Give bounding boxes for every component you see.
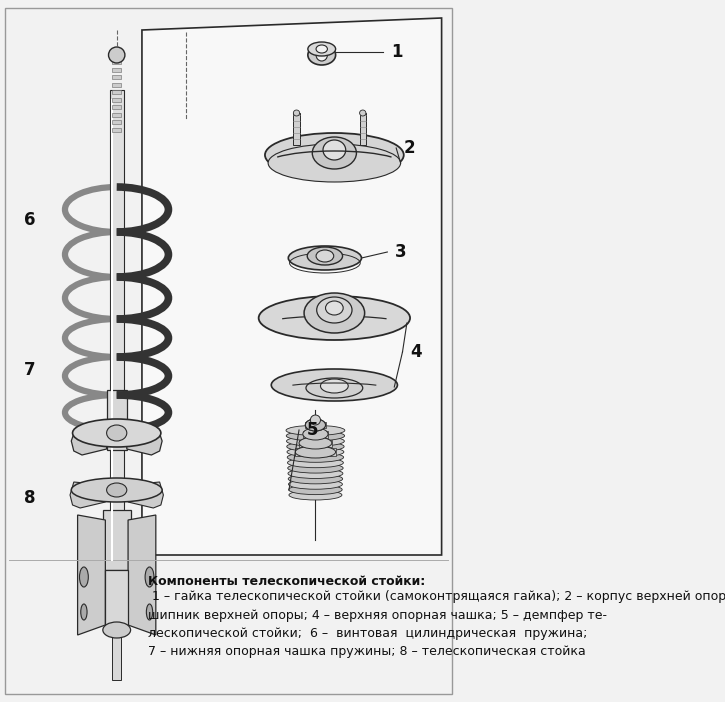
Ellipse shape <box>312 137 357 169</box>
Bar <box>295 448 336 456</box>
Bar <box>105 570 128 625</box>
Ellipse shape <box>326 301 343 315</box>
Ellipse shape <box>109 47 125 63</box>
Ellipse shape <box>304 293 365 333</box>
Ellipse shape <box>308 42 336 56</box>
Bar <box>305 422 326 428</box>
Ellipse shape <box>265 133 404 177</box>
Bar <box>112 98 121 102</box>
Ellipse shape <box>288 463 343 473</box>
Ellipse shape <box>320 379 348 393</box>
Ellipse shape <box>72 419 161 447</box>
Text: 8: 8 <box>24 489 36 507</box>
Text: Компоненты телескопической стойки:: Компоненты телескопической стойки: <box>148 575 426 588</box>
Ellipse shape <box>289 474 343 484</box>
Bar <box>112 120 121 124</box>
Text: 2: 2 <box>404 139 415 157</box>
Ellipse shape <box>80 567 88 587</box>
Bar <box>109 90 124 580</box>
Bar <box>112 67 121 72</box>
Polygon shape <box>78 515 105 635</box>
Ellipse shape <box>145 567 154 587</box>
Ellipse shape <box>103 622 130 638</box>
Bar <box>360 113 366 145</box>
Ellipse shape <box>316 49 328 61</box>
Polygon shape <box>142 18 442 555</box>
Ellipse shape <box>360 110 366 116</box>
Text: 7: 7 <box>24 361 36 379</box>
Bar <box>103 510 130 570</box>
Ellipse shape <box>287 442 344 451</box>
Bar <box>299 440 332 447</box>
Ellipse shape <box>286 436 344 446</box>
Ellipse shape <box>303 428 328 440</box>
Bar <box>112 83 121 86</box>
Ellipse shape <box>306 378 362 398</box>
Ellipse shape <box>287 447 344 457</box>
Ellipse shape <box>289 246 362 270</box>
Ellipse shape <box>271 369 397 401</box>
Polygon shape <box>71 428 107 455</box>
Bar <box>112 90 121 94</box>
Ellipse shape <box>307 247 342 265</box>
Bar <box>303 431 328 438</box>
Ellipse shape <box>289 490 342 500</box>
Ellipse shape <box>317 297 352 323</box>
Ellipse shape <box>80 604 87 620</box>
Ellipse shape <box>316 45 328 53</box>
Ellipse shape <box>310 415 320 425</box>
Ellipse shape <box>259 296 410 340</box>
Bar <box>294 113 299 145</box>
Ellipse shape <box>305 419 326 431</box>
Ellipse shape <box>289 479 342 489</box>
Ellipse shape <box>286 425 345 435</box>
Bar <box>112 128 121 131</box>
Bar <box>112 75 121 79</box>
Text: 1 – гайка телескопической стойки (самоконтрящаяся гайка); 2 – корпус верхней опо: 1 – гайка телескопической стойки (самоко… <box>148 590 725 658</box>
Text: 5: 5 <box>307 421 318 439</box>
Bar <box>107 390 127 450</box>
Ellipse shape <box>308 45 336 65</box>
Ellipse shape <box>288 458 344 468</box>
Ellipse shape <box>107 425 127 441</box>
Bar <box>112 105 121 109</box>
Ellipse shape <box>295 446 336 458</box>
Text: 6: 6 <box>24 211 36 229</box>
Ellipse shape <box>146 604 153 620</box>
Ellipse shape <box>287 452 344 463</box>
Text: 1: 1 <box>391 43 402 61</box>
Bar <box>112 112 121 117</box>
Polygon shape <box>70 482 105 508</box>
Ellipse shape <box>107 483 127 497</box>
Bar <box>112 625 121 680</box>
Ellipse shape <box>323 140 346 160</box>
Polygon shape <box>128 482 163 508</box>
Text: 3: 3 <box>395 243 407 261</box>
Ellipse shape <box>71 478 162 502</box>
Polygon shape <box>127 428 162 455</box>
Ellipse shape <box>299 437 332 449</box>
Ellipse shape <box>268 144 401 182</box>
Ellipse shape <box>288 468 343 479</box>
Ellipse shape <box>294 110 299 116</box>
Bar <box>112 60 121 64</box>
Polygon shape <box>128 515 156 635</box>
Ellipse shape <box>289 484 342 495</box>
Ellipse shape <box>316 250 334 262</box>
Ellipse shape <box>305 419 326 431</box>
Text: 4: 4 <box>410 343 423 361</box>
Ellipse shape <box>286 431 344 441</box>
